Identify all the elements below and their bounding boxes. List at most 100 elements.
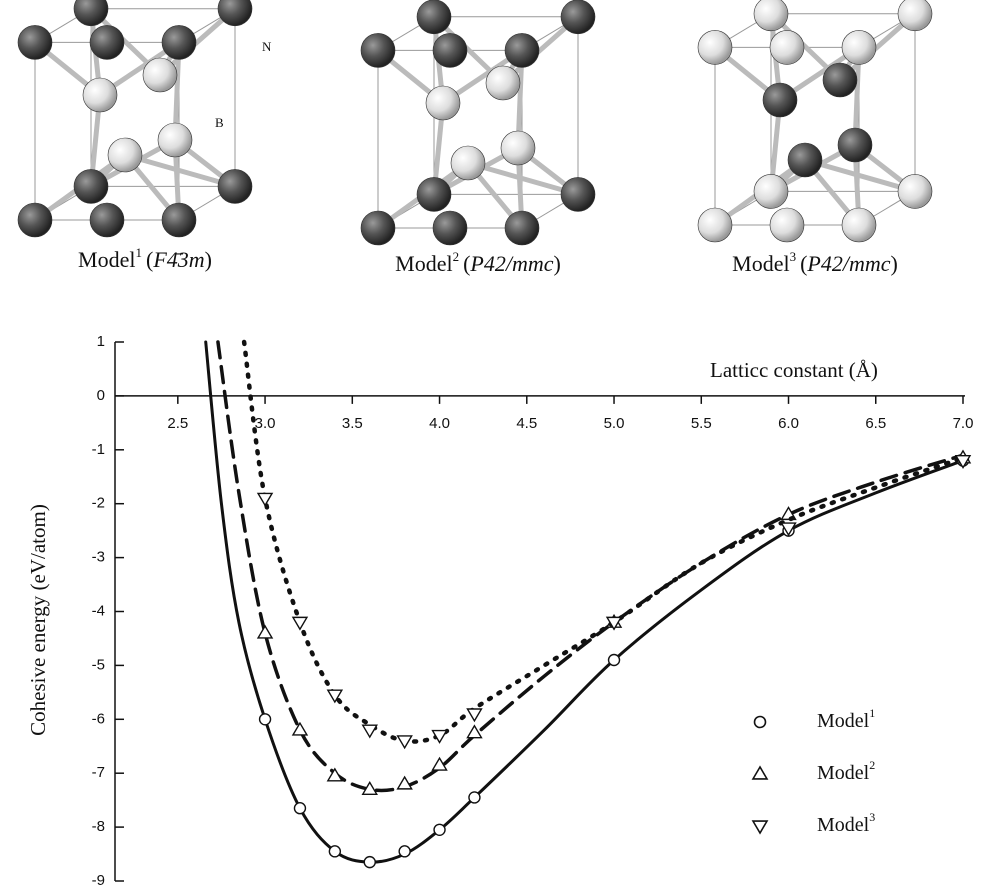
- atom: [73, 0, 109, 27]
- x-tick-label: 6.5: [865, 415, 886, 432]
- data-point: [326, 767, 344, 782]
- caption-label: Model: [78, 247, 135, 272]
- legend-name: Model: [817, 762, 870, 784]
- data-point: [361, 724, 378, 739]
- y-tick-label: -9: [92, 872, 105, 888]
- atom: [841, 207, 877, 243]
- atom: [787, 142, 823, 178]
- data-point: [291, 616, 309, 631]
- atom: [82, 77, 118, 113]
- x-tick-label: 2.5: [167, 415, 188, 432]
- y-tick-label: -1: [92, 441, 105, 458]
- legend-label: Model2: [817, 758, 875, 784]
- data-point: [433, 823, 446, 836]
- atom: [822, 62, 858, 98]
- atom: [161, 25, 197, 60]
- atom: [89, 202, 125, 238]
- data-point: [363, 855, 376, 869]
- atom: [753, 0, 789, 32]
- y-tick-label: -4: [92, 602, 105, 619]
- crystal-models: [17, 0, 933, 246]
- atom: [769, 30, 805, 65]
- atom: [837, 127, 873, 163]
- atom: [897, 174, 933, 209]
- x-tick-label: 5.0: [604, 415, 625, 432]
- legend-name: Model: [817, 710, 870, 732]
- atom: [504, 210, 540, 246]
- atom: [432, 33, 468, 68]
- atom: [217, 0, 253, 27]
- data-point: [431, 729, 448, 744]
- x-tick-label: 6.0: [778, 415, 799, 432]
- model-caption: Model1 (F4̄3m): [78, 245, 212, 272]
- data-point: [468, 791, 481, 804]
- caption-sup: 3: [790, 249, 797, 264]
- x-tick-label: 4.5: [516, 415, 537, 432]
- atom: [17, 25, 53, 60]
- data-point: [954, 454, 972, 469]
- atom: [450, 145, 486, 181]
- y-tick-label: -7: [92, 764, 105, 781]
- atom: [89, 25, 125, 60]
- atom: [17, 202, 53, 238]
- data-point: [466, 724, 483, 739]
- data-point: [466, 708, 483, 723]
- legend-marker: [751, 820, 769, 835]
- data-point: [361, 780, 378, 795]
- atom: [425, 85, 461, 121]
- y-tick-label: 0: [97, 387, 105, 404]
- data-point: [328, 845, 342, 858]
- x-tick-label: 5.5: [691, 415, 712, 432]
- data-point: [258, 713, 272, 726]
- x-tick-label: 7.0: [953, 415, 974, 432]
- y-tick-label: -3: [92, 549, 105, 566]
- legend-marker: [751, 765, 769, 780]
- model-caption: Model3 (P42/mmc): [732, 249, 898, 276]
- data-point: [396, 735, 413, 750]
- x-axis-label: Latticc constant (Å): [710, 358, 878, 382]
- fit-curve: [204, 340, 965, 864]
- model-caption: Model2 (P42/mmc): [395, 249, 561, 276]
- y-tick-label: -8: [92, 818, 105, 835]
- atom: [697, 30, 733, 65]
- caption-label: Model: [732, 251, 789, 276]
- data-point: [293, 802, 307, 815]
- atom: [560, 0, 596, 35]
- atom: [142, 57, 178, 93]
- caption-sup: 2: [453, 249, 460, 264]
- data-point: [396, 775, 413, 790]
- x-tick-label: 3.5: [342, 415, 363, 432]
- atom: [753, 174, 789, 209]
- atom: [416, 177, 452, 212]
- atom: [360, 33, 396, 68]
- data-point: [780, 522, 797, 537]
- data-point: [607, 653, 621, 667]
- atom: [485, 65, 521, 101]
- atom: [107, 137, 143, 173]
- space-group: F4̄3m: [152, 247, 204, 272]
- y-tick-label: -2: [92, 495, 105, 512]
- atom: [432, 210, 468, 246]
- data-point: [326, 689, 344, 704]
- caption-sup: 1: [135, 245, 142, 260]
- data-point: [291, 721, 309, 736]
- space-group: P42/mmc: [806, 251, 890, 276]
- legend-sup: 1: [869, 706, 875, 720]
- legend-label: Model1: [817, 706, 875, 732]
- atom: [841, 30, 877, 65]
- atom: [769, 207, 805, 243]
- x-tick-label: 4.0: [429, 415, 450, 432]
- atom: [500, 130, 536, 166]
- atom: [504, 33, 540, 68]
- y-axis-label: Cohesive energy (eV/atom): [26, 504, 50, 736]
- y-tick-label: 1: [97, 333, 105, 350]
- y-tick-label: -5: [92, 656, 105, 673]
- atom: [360, 210, 396, 246]
- data-point: [605, 616, 623, 631]
- data-point: [256, 624, 274, 639]
- legend-name: Model: [817, 814, 870, 836]
- legend-marker: [753, 715, 767, 729]
- atom: [73, 169, 109, 204]
- atom: [161, 202, 197, 238]
